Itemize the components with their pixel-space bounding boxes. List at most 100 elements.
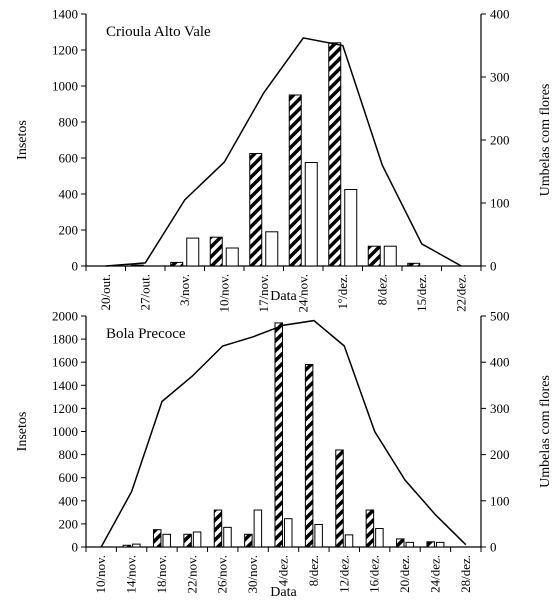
left-tick-label: 800	[59, 447, 79, 462]
bar-hatched	[122, 544, 132, 548]
x-tick-label: 22/dez.	[453, 274, 468, 312]
bar-hatched	[304, 364, 314, 548]
x-tick-label: 14/nov.	[124, 555, 139, 594]
x-tick-label: 27/out.	[137, 274, 152, 310]
bar-open	[314, 523, 323, 548]
bar-open	[375, 528, 384, 548]
bar-open	[162, 533, 171, 548]
bar-hatched	[170, 261, 184, 267]
bar-open	[435, 541, 445, 548]
left-tick-label: 1200	[52, 43, 78, 58]
panel-title: Bola Precoce	[106, 326, 186, 342]
bar-hatched	[209, 236, 223, 267]
bar-hatched	[365, 509, 375, 548]
left-tick-label: 400	[59, 187, 79, 202]
left-tick-label: 600	[59, 151, 79, 166]
right-tick-label: 300	[490, 70, 510, 85]
series-line	[100, 319, 467, 548]
right-tick-label: 200	[490, 133, 510, 148]
left-tick-label: 1400	[52, 7, 78, 22]
bar-open	[225, 247, 239, 267]
x-tick-label: 10/nov.	[216, 274, 231, 313]
bar-open	[284, 518, 293, 548]
right-tick-label: 500	[490, 309, 510, 324]
left-tick-label: 1000	[52, 79, 78, 94]
left-tick-label: 2000	[52, 309, 78, 324]
right-tick-label: 100	[490, 196, 510, 211]
bar-open	[223, 526, 232, 548]
x-axis-title: Data	[270, 585, 297, 600]
left-tick-label: 0	[72, 259, 79, 274]
x-tick-label: 1º/dez.	[335, 274, 350, 309]
bar-open	[344, 189, 358, 267]
x-tick-label: 28/dez.	[458, 555, 473, 593]
series-line	[105, 37, 462, 267]
x-tick-label: 18/nov.	[154, 555, 169, 594]
x-axis-title: Data	[270, 289, 297, 304]
chart-crioula-alto-vale: 0 200 400 600 800 1000 1200 1400 0 100 200 300 400 20…	[15, 7, 553, 313]
bar-hatched	[426, 541, 435, 548]
left-tick-label: 1600	[52, 355, 78, 370]
y2-axis-title: Umbelas com flores	[538, 84, 553, 197]
y-axis-title: Insetos	[15, 412, 30, 452]
x-tick-label: 8/dez.	[374, 274, 389, 305]
x-tick-label: 10/nov.	[93, 555, 108, 594]
left-tick-label: 1200	[52, 401, 78, 416]
left-tick-label: 200	[59, 516, 79, 531]
bar-hatched	[183, 533, 192, 548]
x-tick-label: 8/dez.	[306, 555, 321, 586]
left-tick-label: 0	[72, 540, 79, 555]
x-tick-label: 20/out.	[98, 274, 113, 310]
bar-open	[253, 509, 263, 548]
x-tick-label: 17/nov.	[256, 274, 271, 313]
bar-hatched	[288, 94, 302, 267]
right-tick-label: 0	[490, 540, 497, 555]
bar-hatched	[396, 538, 405, 548]
x-tick-label: 26/nov.	[215, 555, 230, 594]
right-tick-label: 400	[490, 7, 510, 22]
x-tick-label: 4/dez.	[276, 555, 291, 586]
bar-hatched	[407, 262, 421, 267]
bar-open	[344, 534, 354, 548]
bar-open	[304, 162, 318, 267]
left-tick-label: 1000	[52, 424, 78, 439]
x-tick-label: 3/nov.	[177, 274, 192, 306]
left-tick-label: 1400	[52, 378, 78, 393]
left-tick-label: 1800	[52, 332, 78, 347]
panel-title: Crioula Alto Vale	[106, 24, 211, 40]
bar-hatched	[249, 153, 263, 267]
x-tick-label: 15/dez.	[414, 274, 429, 312]
bar-hatched	[213, 509, 223, 548]
bar-hatched	[244, 533, 253, 548]
bar-open	[186, 237, 200, 267]
x-tick-label: 12/dez.	[336, 555, 351, 593]
x-tick-label: 20/dez.	[397, 555, 412, 593]
right-tick-label: 100	[490, 493, 510, 508]
x-tick-label: 16/dez.	[367, 555, 382, 593]
right-tick-label: 200	[490, 447, 510, 462]
right-tick-label: 400	[490, 355, 510, 370]
y2-axis-title: Umbelas com flores	[538, 375, 553, 488]
x-tick-label: 24/nov.	[295, 274, 310, 313]
left-tick-label: 200	[59, 223, 79, 238]
bar-open	[383, 245, 397, 267]
bar-hatched	[130, 264, 144, 267]
x-tick-label: 22/nov.	[184, 555, 199, 594]
bar-open	[132, 543, 141, 548]
bar-open	[192, 531, 202, 548]
bar-hatched	[335, 449, 344, 548]
bar-hatched	[367, 245, 381, 267]
bar-hatched	[328, 42, 342, 267]
bar-open	[265, 231, 279, 267]
bar-hatched	[274, 322, 283, 548]
left-tick-label: 800	[59, 115, 79, 130]
left-tick-label: 600	[59, 470, 79, 485]
x-tick-label: 24/dez.	[427, 555, 442, 593]
chart-bola-precoce: 0 200 400 600 800 1000 1200 1400 1600 1800 2000 0 10…	[15, 309, 553, 600]
right-tick-label: 0	[490, 259, 497, 274]
right-tick-label: 300	[490, 401, 510, 416]
left-tick-label: 400	[59, 493, 79, 508]
bar-open	[405, 541, 415, 548]
bar-hatched	[152, 529, 162, 548]
